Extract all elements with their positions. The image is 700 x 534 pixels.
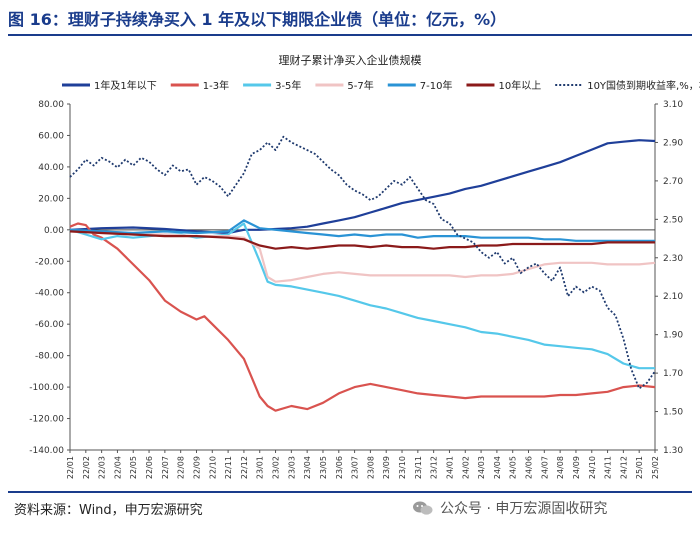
x-tick-label: 22/07 bbox=[161, 456, 170, 479]
right-tick-label: 3.10 bbox=[663, 100, 683, 110]
series-line-1-3年 bbox=[69, 222, 656, 412]
right-tick-label: 2.30 bbox=[663, 254, 683, 264]
x-tick-label: 24/05 bbox=[509, 456, 518, 479]
x-tick-label: 25/01 bbox=[635, 456, 644, 479]
chart: 理财子累计净买入企业债规模 1年及1年以下 1-3年 3-5年 5-7年 7-10年 10… bbox=[29, 53, 700, 479]
x-tick-label: 23/11 bbox=[414, 456, 423, 479]
series-line-10Y国债到期收益率,%，右轴 bbox=[69, 135, 656, 390]
left-tick-label: 20.00 bbox=[38, 194, 64, 204]
watermark-text: 公众号 · 申万宏源固收研究 bbox=[440, 501, 608, 517]
source-note: 资料来源：Wind，申万宏源研究 bbox=[14, 503, 203, 518]
right-tick-label: 2.10 bbox=[663, 292, 683, 302]
x-tick-label: 25/02 bbox=[651, 456, 660, 479]
left-tick-label: 80.00 bbox=[38, 100, 64, 110]
x-tick-label: 24/02 bbox=[461, 456, 470, 479]
right-tick-label: 2.90 bbox=[663, 138, 683, 148]
x-tick-label: 24/03 bbox=[477, 456, 486, 479]
x-tick-label: 22/03 bbox=[98, 456, 107, 479]
legend-label: 10Y国债到期收益率,%，右轴 bbox=[587, 79, 700, 92]
x-tick-label: 24/01 bbox=[445, 456, 454, 479]
series-lines bbox=[69, 135, 656, 412]
x-tick-label: 23/04 bbox=[303, 456, 312, 479]
left-tick-label: -140.00 bbox=[29, 446, 64, 456]
right-tick-label: 1.90 bbox=[663, 331, 683, 341]
right-tick-label: 2.70 bbox=[663, 177, 683, 187]
watermark: 公众号 · 申万宏源固收研究 bbox=[412, 498, 607, 518]
left-tick-label: -80.00 bbox=[35, 352, 64, 362]
x-tick-label: 24/11 bbox=[604, 456, 613, 479]
x-tick-label: 24/06 bbox=[525, 456, 534, 479]
x-tick-label: 22/09 bbox=[192, 456, 201, 479]
right-tick-label: 1.50 bbox=[663, 408, 683, 418]
x-tick-label: 24/07 bbox=[540, 456, 549, 479]
series-line-10年以上 bbox=[69, 230, 655, 250]
legend-label: 1-3年 bbox=[203, 79, 229, 92]
x-tick-label: 22/10 bbox=[208, 456, 217, 479]
x-tick-label: 24/04 bbox=[493, 456, 502, 479]
x-tick-label: 23/03 bbox=[287, 456, 296, 479]
right-tick-label: 2.50 bbox=[663, 215, 683, 225]
left-tick-label: -20.00 bbox=[35, 257, 64, 267]
x-tick-label: 23/02 bbox=[272, 456, 281, 479]
left-tick-label: -40.00 bbox=[35, 289, 64, 299]
x-tick-label: 22/02 bbox=[82, 456, 91, 479]
legend-label: 5-7年 bbox=[347, 79, 373, 92]
x-tick-label: 23/06 bbox=[335, 456, 344, 479]
series-line-5-7年 bbox=[69, 230, 656, 283]
legend-label: 1年及1年以下 bbox=[94, 79, 157, 92]
chart-title: 理财子累计净买入企业债规模 bbox=[279, 53, 422, 67]
series-line-1年及1年以下 bbox=[69, 139, 656, 235]
legend-label: 7-10年 bbox=[420, 79, 453, 92]
x-tick-label: 22/04 bbox=[113, 456, 122, 479]
wechat-icon bbox=[413, 501, 433, 515]
x-tick-label: 22/01 bbox=[66, 456, 75, 479]
x-tick-label: 22/05 bbox=[129, 456, 138, 479]
x-tick-label: 23/12 bbox=[430, 456, 439, 479]
x-tick-label: 23/10 bbox=[398, 456, 407, 479]
x-tick-label: 24/08 bbox=[556, 456, 565, 479]
x-tick-label: 23/07 bbox=[351, 456, 360, 479]
x-tick-label: 22/06 bbox=[145, 456, 154, 479]
x-tick-label: 23/01 bbox=[256, 456, 265, 479]
right-tick-label: 1.70 bbox=[663, 369, 683, 379]
left-tick-label: 0.00 bbox=[44, 226, 64, 236]
right-tick-label: 1.30 bbox=[663, 446, 683, 456]
x-tick-label: 22/12 bbox=[240, 456, 249, 479]
left-tick-label: -120.00 bbox=[29, 415, 64, 425]
title-rule bbox=[8, 34, 692, 36]
x-tick-label: 22/11 bbox=[224, 456, 233, 479]
figure-title: 图 16：理财子持续净买入 1 年及以下期限企业债（单位：亿元，%） bbox=[8, 10, 507, 29]
x-tick-label: 24/09 bbox=[572, 456, 581, 479]
axes: 80.00 60.00 40.00 20.00 0.00 -20.00 -40.00 -60.… bbox=[29, 100, 683, 479]
left-tick-label: -60.00 bbox=[35, 320, 64, 330]
legend-label: 10年以上 bbox=[498, 79, 541, 92]
legend: 1年及1年以下 1-3年 3-5年 5-7年 7-10年 10年以上 10Y国债到期收益率,… bbox=[62, 79, 700, 92]
left-tick-label: 40.00 bbox=[38, 163, 64, 173]
series-line-7-10年 bbox=[69, 219, 655, 242]
left-tick-label: -100.00 bbox=[29, 383, 64, 393]
x-tick-label: 24/10 bbox=[588, 456, 597, 479]
left-tick-label: 60.00 bbox=[38, 131, 64, 141]
x-tick-label: 24/12 bbox=[619, 456, 628, 479]
x-tick-label: 23/05 bbox=[319, 456, 328, 479]
x-tick-label: 23/08 bbox=[366, 456, 375, 479]
bottom-rule bbox=[8, 491, 692, 493]
x-tick-label: 22/08 bbox=[177, 456, 186, 479]
legend-label: 3-5年 bbox=[275, 79, 301, 92]
x-tick-label: 23/09 bbox=[382, 456, 391, 479]
